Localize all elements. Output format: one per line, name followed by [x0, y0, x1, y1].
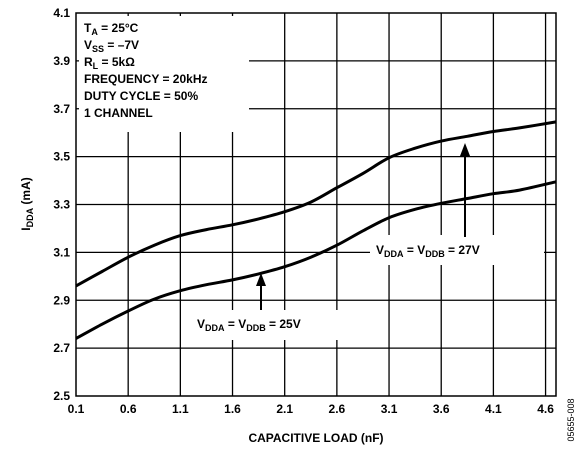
- x-tick-label: 4.1: [485, 402, 502, 416]
- y-tick-label: 3.3: [53, 198, 70, 212]
- figure-number: 05655-008: [566, 398, 576, 441]
- y-tick-label: 2.9: [53, 293, 70, 307]
- condition-line: TA = 25°C: [84, 21, 139, 37]
- y-tick-label: 3.9: [53, 54, 70, 68]
- condition-line: FREQUENCY = 20kHz: [84, 72, 208, 86]
- arrow-25v-head: [256, 273, 266, 286]
- condition-line: DUTY CYCLE = 50%: [84, 89, 198, 103]
- x-tick-label: 2.1: [276, 402, 293, 416]
- x-tick-label: 1.1: [172, 402, 189, 416]
- label-25v-end: = 25V: [266, 317, 301, 331]
- y-axis-label-rest: (mA): [19, 177, 33, 208]
- label-25v-s2: DDB: [246, 323, 266, 333]
- x-tick-label: 2.6: [329, 402, 346, 416]
- y-axis-label: IDDA (mA): [19, 177, 35, 231]
- y-tick-label: 3.7: [53, 102, 70, 116]
- x-axis-label: CAPACITIVE LOAD (nF): [248, 431, 383, 445]
- y-tick-labels: 2.5 2.7 2.9 3.1 3.3 3.5 3.7 3.9 4.1: [53, 6, 70, 403]
- x-tick-label: 3.6: [433, 402, 450, 416]
- label-27v-bg: [370, 235, 544, 265]
- x-tick-label: 4.6: [537, 402, 554, 416]
- label-27v: VDDA = VDDB = 27V: [376, 243, 480, 259]
- x-tick-label: 0.1: [68, 402, 85, 416]
- condition-line: 1 CHANNEL: [84, 106, 153, 120]
- plot-frame: [75, 12, 557, 397]
- label-25v-s1: DDA: [205, 323, 225, 333]
- label-27v-end: = 27V: [445, 243, 480, 257]
- conditions-box: [79, 16, 249, 132]
- label-27v-v1: V: [376, 243, 384, 257]
- y-tick-label: 3.1: [53, 245, 70, 259]
- series-line-27v: [75, 120, 557, 288]
- grid: [76, 13, 556, 396]
- y-tick-label: 2.5: [53, 389, 70, 403]
- label-25v-bg: [190, 310, 362, 340]
- y-axis-label-sub: DDA: [25, 207, 35, 227]
- x-tick-labels: 0.1 0.6 1.1 1.6 2.1 2.6 3.1 3.6 4.1 4.6: [68, 402, 555, 416]
- y-tick-label: 4.1: [53, 6, 70, 20]
- y-axis-label-main: I: [19, 227, 33, 230]
- label-27v-s1: DDA: [384, 249, 404, 259]
- label-27v-s2: DDB: [425, 249, 445, 259]
- label-25v: VDDA = VDDB = 25V: [197, 317, 301, 333]
- condition-line: VSS = –7V: [84, 38, 139, 54]
- condition-line: RL = 5kΩ: [84, 55, 135, 71]
- x-tick-label: 3.1: [381, 402, 398, 416]
- series-line-25v: [75, 180, 557, 340]
- y-tick-label: 2.7: [53, 341, 70, 355]
- x-tick-label: 0.6: [120, 402, 137, 416]
- label-25v-mid: = V: [225, 317, 247, 331]
- x-tick-label: 1.6: [224, 402, 241, 416]
- y-tick-label: 3.5: [53, 150, 70, 164]
- label-27v-mid: = V: [404, 243, 426, 257]
- arrow-27v-head: [460, 143, 470, 156]
- label-25v-v1: V: [197, 317, 205, 331]
